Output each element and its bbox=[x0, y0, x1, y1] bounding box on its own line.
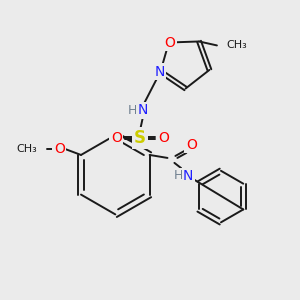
Text: O: O bbox=[164, 35, 175, 50]
Text: CH₃: CH₃ bbox=[17, 144, 38, 154]
Text: O: O bbox=[111, 131, 122, 145]
Text: O: O bbox=[54, 142, 64, 156]
Text: N: N bbox=[183, 169, 194, 183]
Text: N: N bbox=[138, 103, 148, 117]
Text: CH₃: CH₃ bbox=[227, 40, 248, 50]
Text: O: O bbox=[158, 131, 169, 145]
Text: S: S bbox=[134, 129, 146, 147]
Text: O: O bbox=[186, 138, 197, 152]
Text: N: N bbox=[154, 64, 165, 79]
Text: H: H bbox=[174, 169, 183, 182]
Text: H: H bbox=[128, 104, 137, 117]
